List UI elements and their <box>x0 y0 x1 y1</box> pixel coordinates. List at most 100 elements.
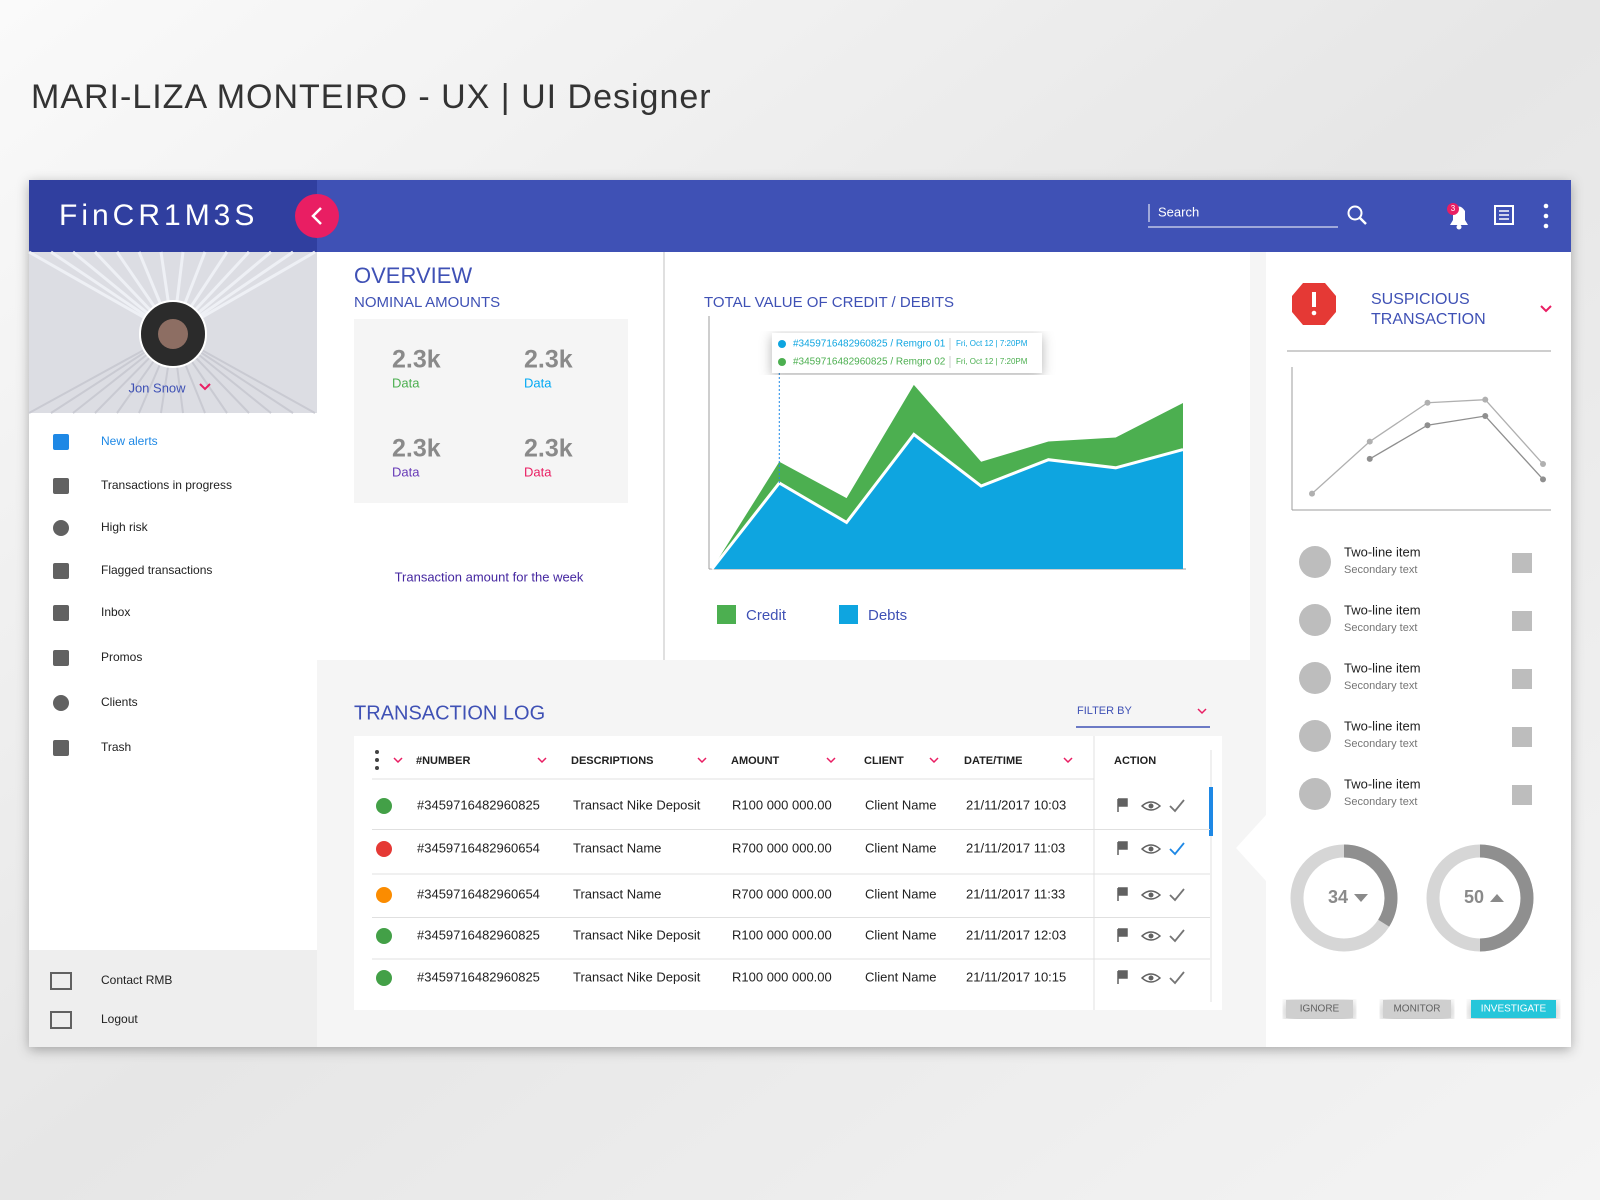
nav-icon <box>53 478 69 494</box>
check-icon <box>1169 842 1185 856</box>
more-icon-dot <box>1543 213 1549 219</box>
nav-item[interactable]: Flagged transactions <box>101 563 212 577</box>
column-header[interactable]: DESCRIPTIONS <box>571 755 654 767</box>
tile-value: 2.3k <box>392 435 441 463</box>
check-icon <box>1169 888 1185 902</box>
notification-count: 3 <box>1451 204 1456 213</box>
back-icon <box>311 207 322 225</box>
column-header: ACTION <box>1114 755 1156 767</box>
table-cell: #3459716482960654 <box>417 886 540 901</box>
profile-name[interactable]: Jon Snow <box>128 380 186 395</box>
gauge-value: 50 <box>1464 887 1484 907</box>
button[interactable] <box>1383 1000 1451 1018</box>
alert-icon-bar <box>1312 292 1316 307</box>
table-cell: 21/11/2017 10:03 <box>966 797 1066 812</box>
list-avatar <box>1299 720 1331 752</box>
sort-arrow <box>826 757 836 764</box>
nav-icon <box>53 695 69 711</box>
table-cell: #3459716482960654 <box>417 840 540 855</box>
list-primary[interactable]: Two-line item <box>1344 602 1421 617</box>
button[interactable] <box>1286 1000 1353 1018</box>
notification-badge <box>1447 203 1459 215</box>
profile-menu-arrow <box>199 383 211 391</box>
line-point <box>1366 438 1373 445</box>
table-cell: Transact Nike Deposit <box>573 927 701 942</box>
view-icon-pupil <box>1148 975 1154 981</box>
flag-icon <box>1117 887 1128 901</box>
line-point <box>1482 413 1489 420</box>
more-icon-dot <box>1543 223 1549 229</box>
nav-item[interactable]: Inbox <box>101 605 130 619</box>
list-primary[interactable]: Two-line item <box>1344 660 1421 675</box>
table-cell: Client Name <box>865 840 937 855</box>
nav-item[interactable]: Clients <box>101 695 138 709</box>
nav-icon <box>53 563 69 579</box>
table-cell: R100 000 000.00 <box>732 797 832 812</box>
flag-icon <box>1117 841 1128 855</box>
sort-arrow <box>929 757 939 764</box>
nav-item[interactable]: New alerts <box>101 434 158 448</box>
tile-value: 2.3k <box>392 346 441 374</box>
table-menu-dot <box>375 766 379 770</box>
table-cell: Client Name <box>865 969 937 984</box>
line-point <box>1540 476 1546 483</box>
nav-footer-item[interactable]: Contact RMB <box>101 973 172 987</box>
nav-item[interactable]: Trash <box>101 740 131 754</box>
tile-label: Data <box>392 464 420 479</box>
nav-item[interactable]: Transactions in progress <box>101 478 232 492</box>
column-header[interactable]: #NUMBER <box>416 755 470 767</box>
status-icon <box>376 970 392 986</box>
column-header[interactable]: DATE/TIME <box>964 755 1022 767</box>
line-point <box>1424 399 1431 406</box>
brand-bar <box>29 180 317 252</box>
button-label[interactable]: MONITOR <box>1393 1004 1440 1015</box>
list-primary[interactable]: Two-line item <box>1344 776 1421 791</box>
list-checkbox <box>1512 785 1532 805</box>
table-cell: #3459716482960825 <box>417 969 540 984</box>
table-cell: Client Name <box>865 886 937 901</box>
tooltip-time: Fri, Oct 12 | 7:20PM <box>956 357 1028 366</box>
nav-item[interactable]: Promos <box>101 650 142 664</box>
tile-box <box>354 319 628 503</box>
view-icon-pupil <box>1148 846 1154 852</box>
table-cell: R700 000 000.00 <box>732 840 832 855</box>
gauge-arc <box>1479 844 1534 952</box>
view-icon-pupil <box>1148 892 1154 898</box>
sort-arrow <box>697 757 707 764</box>
nav-footer-item[interactable]: Logout <box>101 1012 138 1026</box>
table-cell: 21/11/2017 11:03 <box>966 840 1065 855</box>
status-icon <box>376 928 392 944</box>
legend-label: Debts <box>868 607 907 624</box>
line-point <box>1540 461 1546 468</box>
column-header[interactable]: CLIENT <box>864 755 904 767</box>
tooltip-time: Fri, Oct 12 | 7:20PM <box>956 339 1028 348</box>
nav-icon <box>53 605 69 621</box>
search-input[interactable]: Search <box>1158 204 1199 219</box>
list-checkbox <box>1512 727 1532 747</box>
gauge-value: 34 <box>1328 887 1348 907</box>
table-cell: 21/11/2017 11:33 <box>966 886 1065 901</box>
column-header[interactable]: AMOUNT <box>731 755 780 767</box>
overview-title: OVERVIEW <box>354 263 472 288</box>
table-cell: R700 000 000.00 <box>732 886 832 901</box>
tooltip-text: #3459716482960825 / Remgro 02 <box>793 357 946 368</box>
more-icon-dot <box>1543 203 1549 209</box>
panel-pointer <box>1236 815 1266 881</box>
list-avatar <box>1299 546 1331 578</box>
view-icon <box>1140 931 1162 941</box>
nav-icon <box>53 740 69 756</box>
sort-arrow <box>393 757 403 764</box>
news-icon <box>1494 205 1514 225</box>
panel-title: TRANSACTION <box>1371 311 1486 328</box>
list-primary[interactable]: Two-line item <box>1344 544 1421 559</box>
list-primary[interactable]: Two-line item <box>1344 718 1421 733</box>
nav-item[interactable]: High risk <box>101 520 149 534</box>
nav-icon <box>50 972 72 990</box>
filter-label[interactable]: FILTER BY <box>1077 705 1132 717</box>
line-point <box>1424 422 1431 429</box>
table-cell: #3459716482960825 <box>417 927 540 942</box>
button[interactable] <box>1471 1000 1556 1018</box>
button-label[interactable]: INVESTIGATE <box>1481 1004 1547 1015</box>
button-label[interactable]: IGNORE <box>1300 1004 1340 1015</box>
overview-caption: Transaction amount for the week <box>395 569 584 584</box>
